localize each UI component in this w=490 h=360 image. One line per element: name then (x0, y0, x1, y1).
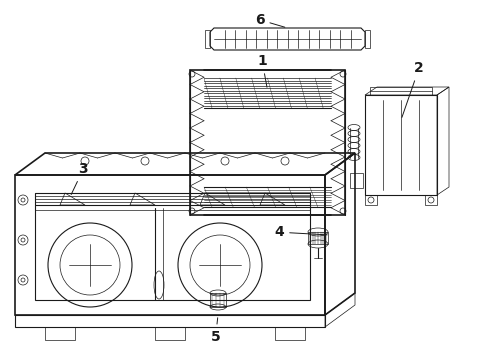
Text: 6: 6 (255, 13, 285, 27)
Text: 3: 3 (71, 162, 88, 194)
Text: 5: 5 (211, 318, 220, 343)
Text: 4: 4 (274, 225, 327, 239)
Text: 1: 1 (257, 54, 267, 87)
Text: 2: 2 (402, 62, 424, 117)
